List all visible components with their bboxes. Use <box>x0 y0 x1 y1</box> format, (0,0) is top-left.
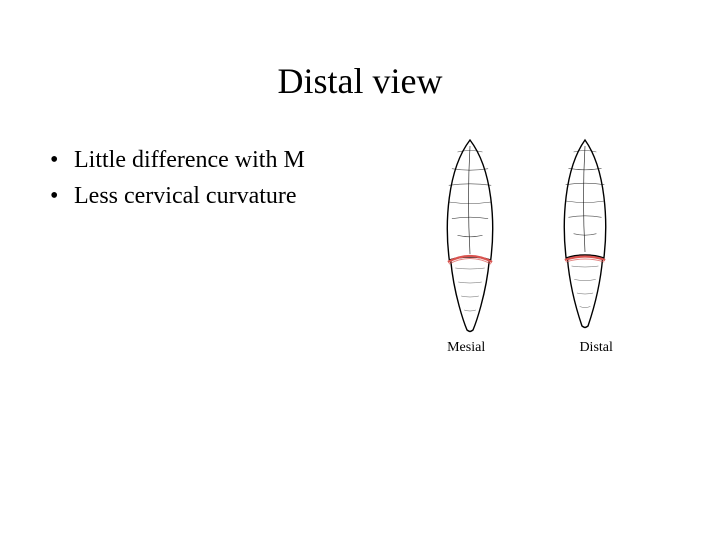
bullet-list: Little difference with M Less cervical c… <box>50 142 305 214</box>
slide: Distal view Little difference with M Les… <box>0 0 720 540</box>
bullet-item: Less cervical curvature <box>50 178 305 214</box>
bullet-item: Little difference with M <box>50 142 305 178</box>
caption-mesial: Mesial <box>447 340 485 356</box>
tooth-figure <box>400 130 660 360</box>
page-title: Distal view <box>50 60 670 102</box>
figure-captions: Mesial Distal <box>400 340 660 356</box>
tooth-illustration <box>400 130 660 340</box>
caption-distal: Distal <box>579 340 612 356</box>
